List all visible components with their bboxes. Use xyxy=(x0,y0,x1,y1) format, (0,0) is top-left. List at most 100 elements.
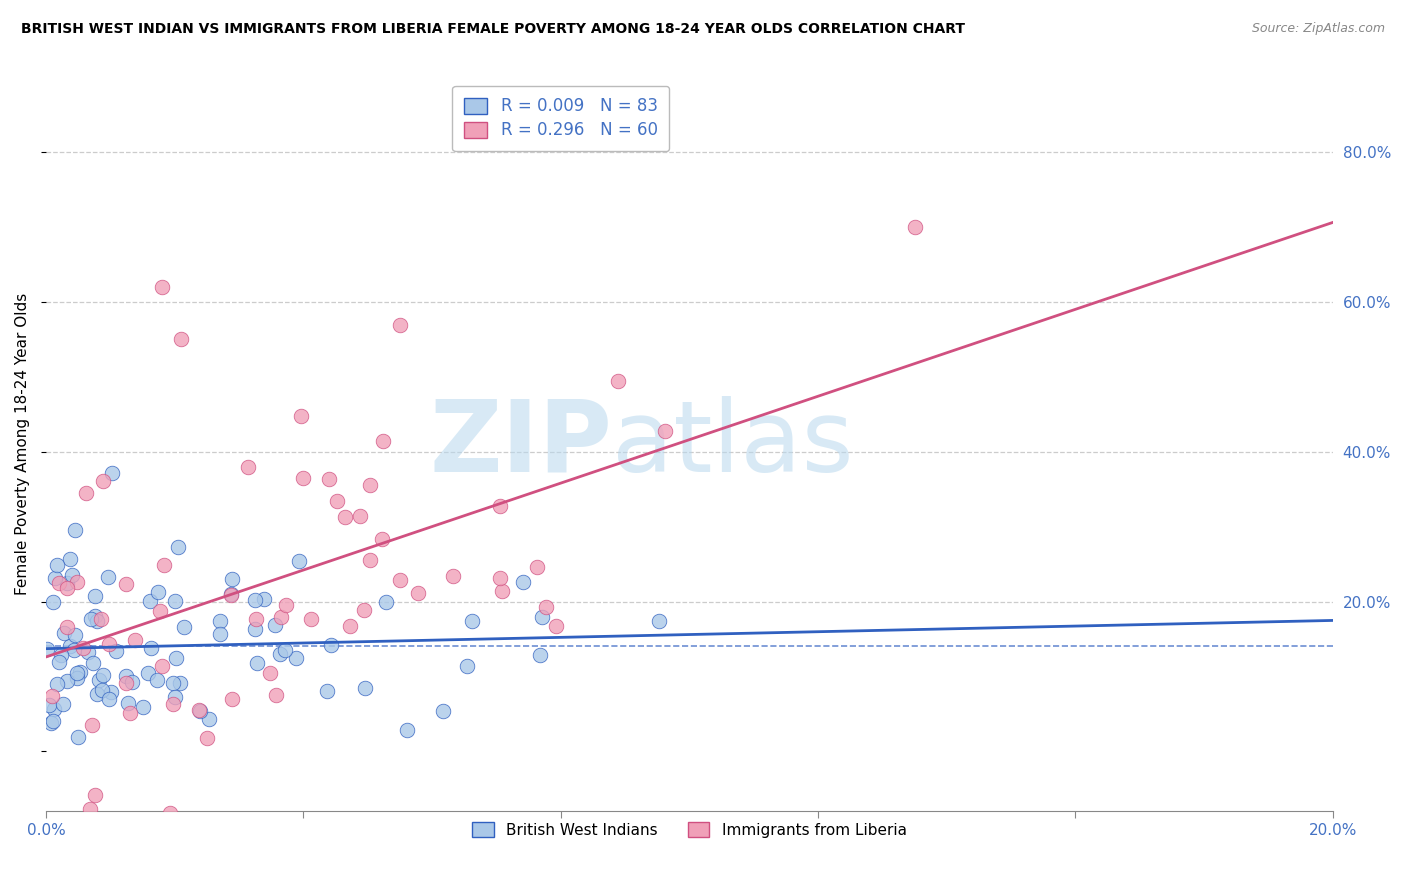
Point xyxy=(359,553,381,567)
Point xyxy=(100,685,122,699)
Point xyxy=(245,623,267,637)
Point xyxy=(56,674,79,689)
Point xyxy=(91,475,114,489)
Text: BRITISH WEST INDIAN VS IMMIGRANTS FROM LIBERIA FEMALE POVERTY AMONG 18-24 YEAR O: BRITISH WEST INDIAN VS IMMIGRANTS FROM L… xyxy=(21,22,965,37)
Point xyxy=(349,508,371,523)
Point xyxy=(534,600,557,615)
Point xyxy=(370,532,392,546)
Point xyxy=(316,684,339,698)
Point xyxy=(146,584,169,599)
Point xyxy=(66,672,89,686)
Point xyxy=(165,594,187,608)
Point xyxy=(269,648,291,662)
Point xyxy=(97,691,120,706)
Point xyxy=(52,697,75,711)
Point xyxy=(264,618,287,632)
Point xyxy=(526,560,548,574)
Point xyxy=(149,604,172,618)
Point xyxy=(243,592,266,607)
Point xyxy=(253,592,276,607)
Point xyxy=(544,619,567,633)
Point xyxy=(292,471,315,485)
Point xyxy=(69,665,91,679)
Point xyxy=(374,595,396,609)
Point xyxy=(489,571,512,585)
Point xyxy=(150,280,173,294)
Point xyxy=(353,603,375,617)
Point xyxy=(91,667,114,681)
Point xyxy=(245,612,267,626)
Point xyxy=(90,683,112,698)
Point xyxy=(221,572,243,586)
Point xyxy=(86,614,108,628)
Point xyxy=(461,614,484,628)
Point xyxy=(246,656,269,670)
Point xyxy=(72,640,94,655)
Point xyxy=(97,570,120,584)
Legend: British West Indians, Immigrants from Liberia: British West Indians, Immigrants from Li… xyxy=(465,816,912,844)
Point xyxy=(79,802,101,816)
Point xyxy=(353,681,375,695)
Point xyxy=(39,715,62,730)
Point xyxy=(198,713,221,727)
Point xyxy=(221,691,243,706)
Point xyxy=(489,500,512,514)
Point xyxy=(59,639,82,653)
Point xyxy=(606,374,628,388)
Point xyxy=(408,585,430,599)
Point xyxy=(41,595,63,609)
Point xyxy=(162,698,184,712)
Point xyxy=(90,612,112,626)
Point xyxy=(114,577,136,591)
Point xyxy=(97,636,120,650)
Point xyxy=(208,627,231,641)
Point xyxy=(169,676,191,690)
Point xyxy=(165,651,187,665)
Point xyxy=(188,703,211,717)
Point xyxy=(456,659,478,673)
Point xyxy=(124,632,146,647)
Point xyxy=(159,805,181,820)
Point xyxy=(170,332,193,346)
Point xyxy=(903,220,925,235)
Point xyxy=(432,704,454,718)
Point xyxy=(209,614,232,628)
Point xyxy=(44,571,66,585)
Point xyxy=(167,540,190,554)
Point xyxy=(49,648,72,662)
Point xyxy=(117,696,139,710)
Point xyxy=(77,645,100,659)
Point xyxy=(153,558,176,572)
Point xyxy=(270,609,292,624)
Point xyxy=(66,574,89,589)
Point xyxy=(53,626,76,640)
Point xyxy=(219,587,242,601)
Point xyxy=(530,609,553,624)
Point xyxy=(66,666,89,681)
Point xyxy=(395,723,418,737)
Point xyxy=(48,576,70,591)
Point xyxy=(388,573,411,587)
Point xyxy=(326,494,349,508)
Point xyxy=(62,568,84,582)
Point xyxy=(75,485,97,500)
Point xyxy=(59,551,82,566)
Point xyxy=(41,690,63,704)
Point xyxy=(259,666,281,681)
Point xyxy=(45,558,67,573)
Point xyxy=(120,706,142,720)
Point xyxy=(141,640,163,655)
Point xyxy=(491,583,513,598)
Point xyxy=(284,651,307,665)
Point xyxy=(333,509,356,524)
Text: atlas: atlas xyxy=(612,396,853,492)
Point xyxy=(87,673,110,687)
Point xyxy=(288,554,311,568)
Point xyxy=(104,643,127,657)
Point xyxy=(48,656,70,670)
Point xyxy=(38,698,60,713)
Text: ZIP: ZIP xyxy=(429,396,612,492)
Point xyxy=(45,677,67,691)
Point xyxy=(114,675,136,690)
Point xyxy=(318,472,340,486)
